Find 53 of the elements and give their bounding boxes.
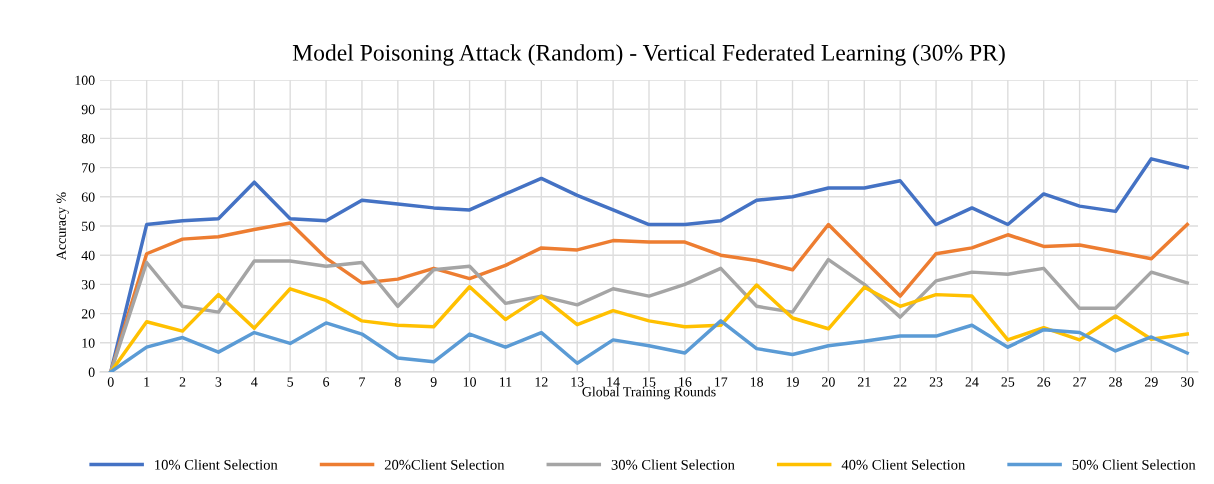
x-tick-label: 12 [535, 377, 548, 387]
x-tick-label: 22 [893, 377, 907, 387]
y-tick-label: 30 [81, 279, 95, 290]
x-tick-label: 29 [1145, 377, 1158, 387]
x-tick-label: 30 [1180, 377, 1194, 387]
y-tick-label: 90 [81, 104, 95, 115]
chart-title: Model Poisoning Attack (Random) - Vertical Federated Learning (30% PR) [292, 44, 1005, 66]
x-tick-label: 25 [1001, 377, 1015, 387]
x-tick-label: 8 [394, 377, 401, 387]
y-tick-label: 60 [81, 192, 95, 202]
y-tick-label: 40 [81, 250, 95, 261]
line-series [109, 283, 1189, 372]
y-tick-label: 0 [88, 367, 95, 377]
x-tick-label: 10 [463, 377, 476, 387]
y-tick-label: 80 [81, 133, 95, 144]
y-tick-label: 70 [82, 163, 95, 173]
x-tick-label: 1 [144, 377, 150, 387]
x-tick-label: 0 [107, 377, 114, 387]
y-tick-label: 10 [82, 338, 95, 348]
x-tick-label: 16 [679, 377, 692, 387]
y-tick-label: 20 [81, 309, 95, 319]
x-tick-label: 2 [179, 377, 186, 387]
x-tick-label: 27 [1073, 377, 1087, 387]
line-series [109, 257, 1189, 372]
x-tick-label: 15 [643, 377, 656, 387]
x-tick-label: 14 [607, 377, 620, 387]
x-tick-label: 13 [571, 377, 584, 387]
x-tick-label: 4 [251, 377, 258, 387]
x-tick-label: 26 [1037, 377, 1051, 387]
x-tick-label: 21 [857, 377, 871, 387]
y-tick-label: 50 [82, 221, 95, 231]
x-axis-title: Global Training Rounds [582, 386, 716, 400]
x-tick-label: 3 [215, 377, 222, 387]
x-tick-label: 6 [323, 377, 330, 387]
x-tick-label: 18 [750, 377, 764, 387]
legend-label: 10% Client Selection [155, 459, 278, 470]
x-tick-label: 24 [965, 377, 979, 387]
legend-label: 20%Client Selection [384, 459, 505, 470]
x-tick-label: 11 [500, 377, 512, 387]
x-tick-label: 23 [929, 377, 943, 387]
x-tick-label: 5 [287, 377, 294, 387]
x-tick-label: 28 [1109, 377, 1122, 387]
legend-label: 30% Client Selection [611, 459, 735, 470]
line-series [109, 319, 1189, 372]
y-tick-label: 100 [75, 75, 95, 85]
legend-label: 50% Client Selection [1072, 459, 1196, 470]
x-tick-label: 20 [822, 377, 835, 387]
x-tick-label: 19 [786, 377, 799, 387]
legend-label: 40% Client Selection [841, 459, 966, 470]
y-axis-title: Accuracy % [56, 192, 69, 260]
x-tick-label: 17 [715, 377, 728, 387]
x-tick-label: 9 [430, 377, 437, 387]
x-tick-label: 7 [359, 377, 366, 387]
